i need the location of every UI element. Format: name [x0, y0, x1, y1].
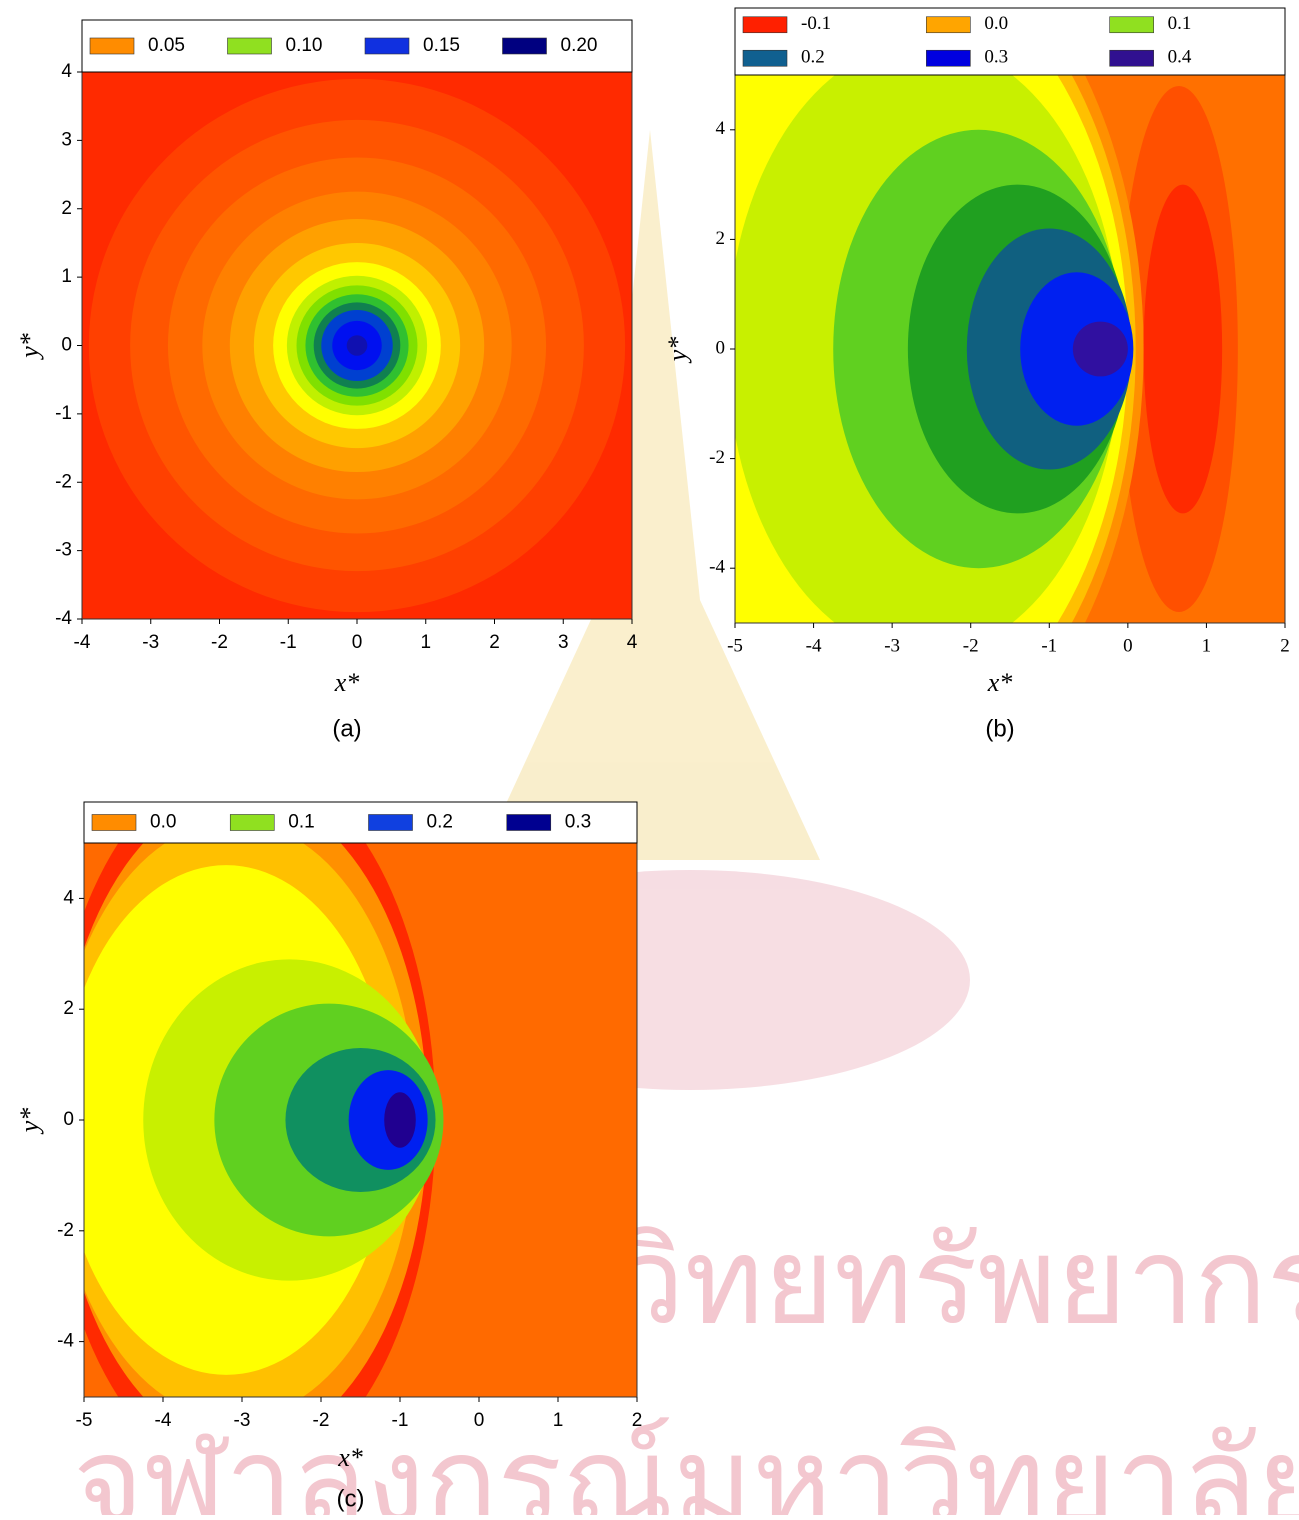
chart: 0.05 0.10 0.15 0.20 -4 -3 -2 -1 0 1 2 3 4 -4 -3 -2 -1 0 1 2…: [15, 20, 638, 742]
y-tick-label: 0: [63, 1109, 74, 1130]
x-tick-label: 4: [627, 632, 638, 653]
y-tick-label: 0: [716, 337, 726, 358]
y-tick-label: 2: [61, 198, 72, 219]
y-tick-label: 2: [716, 228, 726, 249]
caption: (b): [985, 715, 1014, 742]
legend-swatch: [1110, 17, 1154, 33]
legend-label: 0.05: [148, 35, 185, 56]
contour-field: [48, 760, 637, 1480]
x-tick-label: -5: [727, 635, 743, 656]
x-tick-label: -4: [155, 1410, 172, 1431]
caption: (a): [332, 715, 361, 742]
legend-swatch: [743, 17, 787, 33]
caption: (c): [337, 1485, 365, 1512]
x-tick-label: 1: [553, 1410, 564, 1431]
x-tick-label: -5: [76, 1410, 93, 1431]
legend-label: 0.4: [1168, 47, 1192, 68]
legend-label: 0.2: [801, 47, 825, 68]
legend-swatch: [743, 50, 787, 66]
y-tick-label: -4: [55, 608, 72, 629]
contour-band: [347, 335, 368, 356]
contour-field: [82, 72, 632, 619]
y-tick-label: 3: [61, 129, 72, 150]
x-tick-label: -1: [392, 1410, 409, 1431]
legend-swatch: [369, 815, 413, 831]
y-tick-label: 4: [716, 118, 726, 139]
legend-swatch: [926, 17, 970, 33]
legend-swatch: [926, 50, 970, 66]
x-tick-label: 0: [474, 1410, 485, 1431]
legend-label: 0.10: [286, 35, 323, 56]
x-tick-label: 2: [1280, 635, 1290, 656]
x-tick-label: -3: [142, 632, 159, 653]
y-tick-label: 1: [61, 266, 72, 287]
legend-swatch: [230, 815, 274, 831]
legend-swatch: [90, 38, 134, 54]
x-tick-label: 1: [1202, 635, 1212, 656]
x-tick-label: -1: [280, 632, 297, 653]
legend-label: 0.15: [423, 35, 460, 56]
x-tick-label: -3: [884, 635, 900, 656]
legend-label: 0.2: [427, 812, 453, 833]
y-tick-label: -4: [57, 1331, 74, 1352]
x-axis-label: x*: [334, 668, 360, 697]
y-tick-label: -2: [709, 447, 725, 468]
x-tick-label: 2: [489, 632, 500, 653]
y-tick-label: -1: [55, 403, 72, 424]
legend-swatch: [92, 815, 136, 831]
y-tick-label: -3: [55, 540, 72, 561]
y-axis-label: y*: [663, 337, 692, 365]
legend-label: 0.3: [565, 812, 591, 833]
x-tick-label: -2: [313, 1410, 330, 1431]
x-tick-label: 3: [558, 632, 569, 653]
legend-swatch: [503, 38, 547, 54]
x-tick-label: 2: [632, 1410, 643, 1431]
y-tick-label: 4: [61, 61, 72, 82]
y-tick-label: 0: [61, 335, 72, 356]
y-axis-label: y*: [15, 333, 44, 361]
contour-band: [1073, 322, 1128, 377]
legend-swatch: [228, 38, 272, 54]
legend-label: 0.0: [150, 812, 176, 833]
legend-swatch: [365, 38, 409, 54]
page: ศูนย์วิทยทรัพยากร จุฬาลงกรณ์มหาวิทยาลัย …: [0, 0, 1299, 1515]
x-tick-label: -4: [74, 632, 91, 653]
y-axis-label: y*: [15, 1108, 44, 1136]
y-tick-label: 2: [63, 998, 74, 1019]
x-tick-label: -2: [963, 635, 979, 656]
legend-label: 0.3: [984, 47, 1008, 68]
legend-swatch: [507, 815, 551, 831]
chart: 0.0 0.1 0.2 0.3 -5 -4 -3 -2 -1 0 1 2 -4 -2 0 2 4 x* y* (c): [15, 760, 642, 1512]
y-tick-label: 4: [63, 887, 74, 908]
legend-label: 0.1: [288, 812, 314, 833]
x-axis-label: x*: [337, 1443, 363, 1472]
legend-label: 0.0: [984, 13, 1008, 34]
x-tick-label: 0: [352, 632, 363, 653]
legend-label: -0.1: [801, 13, 831, 34]
legend-label: 0.20: [561, 35, 598, 56]
contour-band: [384, 1092, 416, 1147]
x-tick-label: -4: [806, 635, 822, 656]
legend-label: 0.1: [1168, 13, 1192, 34]
x-axis-label: x*: [987, 668, 1013, 697]
y-tick-label: -2: [55, 471, 72, 492]
y-tick-label: -4: [709, 557, 725, 578]
x-tick-label: -3: [234, 1410, 251, 1431]
y-tick-label: -2: [57, 1220, 74, 1241]
x-tick-label: -2: [211, 632, 228, 653]
watermark-text: จุฬาลงกรณ์มหาวิทยาลัย: [73, 1413, 1299, 1515]
x-tick-label: 1: [420, 632, 431, 653]
legend-swatch: [1110, 50, 1154, 66]
contour-band: [1144, 185, 1223, 514]
x-tick-label: 0: [1123, 635, 1133, 656]
x-tick-label: -1: [1041, 635, 1057, 656]
